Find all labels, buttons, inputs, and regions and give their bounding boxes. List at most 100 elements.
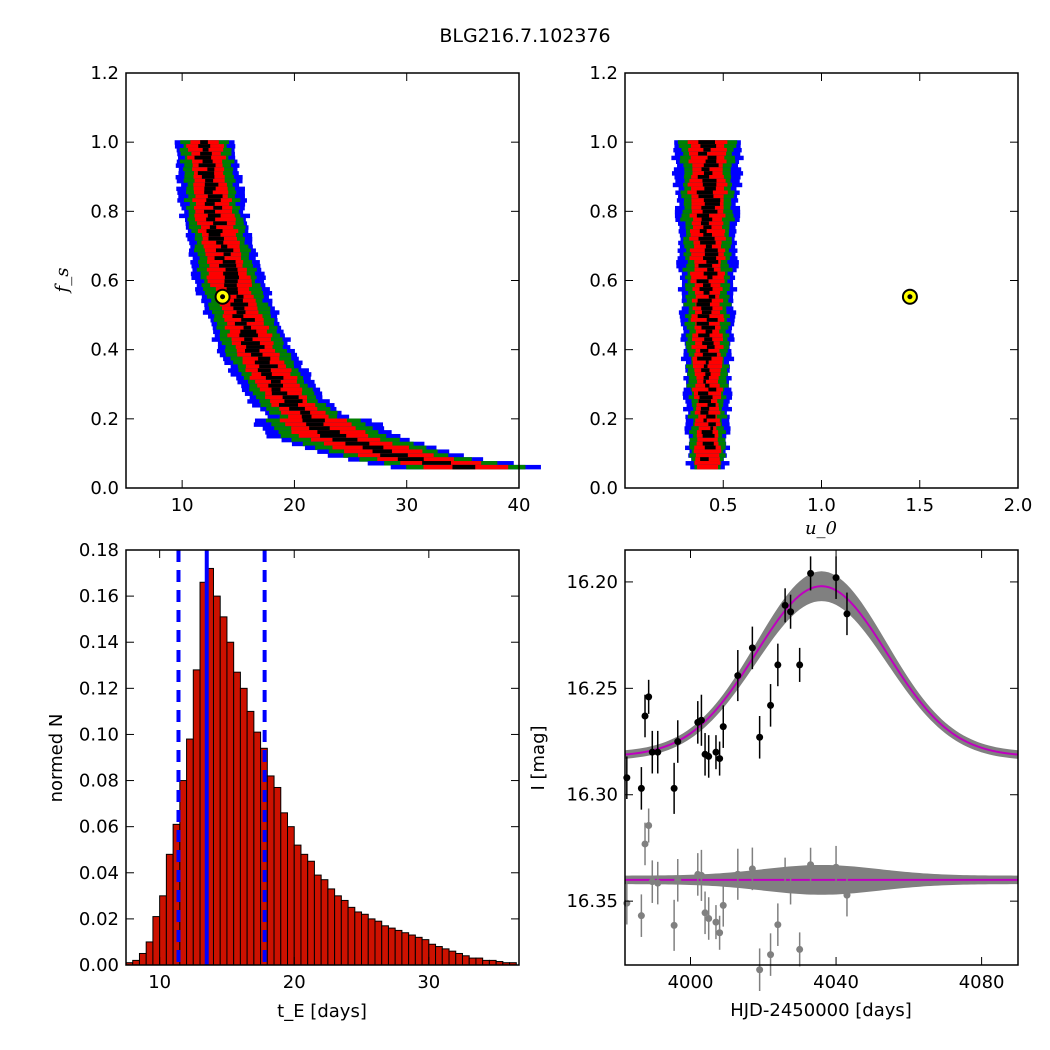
fs-te-cell bbox=[265, 376, 284, 381]
fs-te-cell bbox=[201, 175, 215, 180]
fs-u0-cell bbox=[703, 290, 710, 296]
fs-te-cell bbox=[216, 240, 224, 246]
fs-te-ytick-label: 0.6 bbox=[90, 271, 119, 292]
fs-te-cell bbox=[259, 387, 303, 393]
data-point bbox=[734, 672, 742, 680]
residual-point bbox=[719, 901, 727, 909]
fs-te-cell bbox=[198, 163, 216, 168]
fs-te-cell bbox=[271, 391, 288, 396]
fs-te-cell bbox=[232, 314, 244, 319]
fs-te-ytick-label: 0.4 bbox=[90, 340, 119, 361]
residual-point bbox=[641, 840, 649, 848]
data-point bbox=[774, 661, 782, 669]
fs-u0-cell bbox=[700, 348, 709, 354]
fs-te-cell bbox=[362, 445, 384, 451]
fs-te-cell bbox=[215, 248, 234, 253]
fs-u0-cell bbox=[703, 364, 708, 369]
residual-point bbox=[705, 915, 713, 923]
fs-u0-cell bbox=[701, 368, 710, 373]
fs-u0-cell bbox=[705, 329, 713, 335]
fs-u0-cell bbox=[695, 453, 720, 458]
fs-u0-cell bbox=[698, 263, 713, 269]
fs-te-cell bbox=[289, 406, 305, 412]
fs-te-cell bbox=[205, 178, 214, 184]
fs-te-cell bbox=[224, 279, 238, 284]
lc-ytick-label: 16.20 bbox=[566, 572, 618, 593]
fs-te-cell bbox=[240, 329, 257, 335]
histogram-bar bbox=[253, 731, 262, 966]
fs-u0-best-fit-center bbox=[907, 294, 913, 300]
residual-point bbox=[670, 921, 678, 929]
fs-u0-cell bbox=[701, 167, 710, 172]
fs-u0-cell bbox=[703, 163, 719, 168]
fs-u0-cell bbox=[705, 383, 710, 389]
fs-te-cell bbox=[207, 213, 221, 219]
histogram-bar bbox=[192, 669, 201, 966]
fs-te-cell bbox=[332, 437, 358, 443]
fs-u0-cell bbox=[705, 360, 709, 366]
fs-te-cell bbox=[241, 341, 260, 346]
fs-te-cell bbox=[320, 433, 347, 439]
fs-te-cell bbox=[202, 159, 213, 165]
light-curve-axes-frame bbox=[624, 549, 1019, 966]
fs-u0-cell bbox=[698, 333, 710, 338]
fs-te-cell bbox=[214, 256, 225, 261]
fs-u0-cell bbox=[702, 209, 718, 215]
fs-te-cell bbox=[204, 209, 216, 215]
fs-te-cell bbox=[195, 217, 236, 223]
histogram-bar bbox=[381, 925, 389, 966]
fs-te-cell bbox=[270, 379, 281, 385]
fs-te-cell bbox=[301, 414, 312, 420]
fs-te-cell bbox=[245, 348, 260, 354]
lc-ytick-label: 16.35 bbox=[566, 891, 618, 912]
fs-u0-cell bbox=[705, 244, 712, 250]
fs-u0-xtick-label: 2.0 bbox=[1004, 495, 1033, 516]
data-point bbox=[670, 784, 678, 792]
fs-te-cell bbox=[317, 430, 340, 435]
figure-title: BLG216.7.102376 bbox=[439, 25, 610, 47]
fs-te-cell bbox=[207, 167, 215, 172]
histogram-bar bbox=[334, 895, 342, 966]
fs-u0-cell bbox=[696, 321, 709, 327]
fs-te-cell bbox=[302, 418, 325, 423]
histogram-bar bbox=[394, 929, 403, 966]
te-histogram-bars bbox=[125, 550, 517, 966]
data-point bbox=[645, 693, 653, 701]
data-point bbox=[716, 755, 724, 763]
fs-te-cell bbox=[300, 410, 311, 416]
fs-vs-te-ylabel: f_s bbox=[52, 268, 73, 295]
histogram-bar bbox=[212, 595, 221, 966]
hist-ytick-label: 0.06 bbox=[79, 817, 119, 838]
fs-te-best-fit-center bbox=[220, 294, 226, 300]
histogram-bar bbox=[448, 950, 457, 966]
residual-point bbox=[781, 871, 789, 879]
fs-u0-cell bbox=[699, 229, 707, 234]
fs-u0-cell bbox=[700, 410, 709, 416]
histogram-bar bbox=[347, 906, 356, 966]
fs-te-cell bbox=[223, 252, 231, 257]
fs-te-cell bbox=[268, 383, 284, 389]
histogram-bar bbox=[219, 616, 228, 966]
fs-u0-cell bbox=[695, 294, 720, 300]
residual-point bbox=[654, 879, 662, 887]
fs-u0-cell bbox=[694, 461, 721, 466]
fs-u0-cell bbox=[697, 379, 718, 385]
fs-u0-cell bbox=[703, 256, 717, 261]
histogram-bar bbox=[354, 911, 363, 966]
model-uncertainty-band bbox=[625, 571, 1018, 759]
fs-u0-cell bbox=[707, 275, 713, 280]
fs-te-ytick-label: 1.2 bbox=[90, 63, 119, 84]
fs-te-cell bbox=[244, 337, 253, 342]
histogram-bar bbox=[266, 775, 275, 966]
fs-u0-cell bbox=[704, 445, 716, 451]
fs-te-cell bbox=[230, 302, 249, 308]
fs-u0-ytick-label: 0.4 bbox=[589, 340, 618, 361]
fs-te-cell bbox=[224, 275, 239, 280]
fs-u0-cell bbox=[696, 302, 710, 308]
fs-te-cell bbox=[200, 140, 208, 145]
residual-point bbox=[716, 929, 724, 937]
fs-u0-cell bbox=[701, 430, 713, 435]
fs-te-cell bbox=[222, 260, 236, 265]
data-point bbox=[832, 574, 840, 582]
data-point bbox=[748, 644, 756, 652]
